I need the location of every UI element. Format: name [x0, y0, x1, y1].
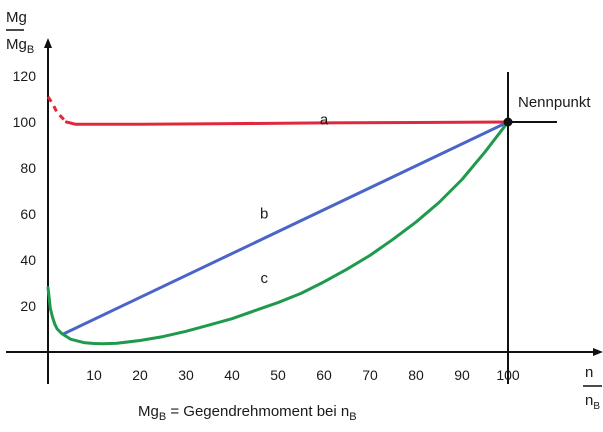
x-label-numerator: n [585, 364, 593, 381]
x-tick-label: 90 [454, 367, 470, 383]
x-axis-arrowhead [593, 348, 603, 356]
caption-symbol: Mg [138, 403, 159, 420]
x-tick-label: 30 [178, 367, 194, 383]
y-tick-label: 60 [20, 206, 36, 222]
x-tick-label: 10 [86, 367, 102, 383]
y-label-denominator: MgB [6, 36, 34, 56]
x-tick-label: 50 [270, 367, 286, 383]
series-b-label: b [260, 206, 268, 223]
y-axis-arrowhead [44, 38, 52, 48]
x-label-denominator: nB [585, 392, 600, 412]
series-layer [46, 95, 510, 346]
x-tick-labels: 10 20 30 40 50 60 70 80 90 100 [86, 367, 520, 383]
y-tick-labels: 20 40 60 80 100 120 [13, 68, 37, 314]
series-labels: a b c [260, 111, 329, 287]
caption-text: = Gegendrehmoment bei n [166, 403, 350, 420]
y-tick-label: 120 [13, 68, 37, 84]
series-a-line [64, 120, 510, 126]
series-a-dashed-start [46, 95, 68, 124]
series-b-line [62, 120, 510, 336]
y-axis-label: Mg MgB [6, 9, 34, 56]
nominal-point-annotation: Nennpunkt [518, 94, 591, 111]
axes [6, 38, 603, 384]
x-axis-label: n nB [583, 364, 602, 412]
y-tick-label: 20 [20, 298, 36, 314]
x-tick-label: 80 [408, 367, 424, 383]
y-tick-label: 40 [20, 252, 36, 268]
y-tick-label: 100 [13, 114, 37, 130]
x-tick-label: 20 [132, 367, 148, 383]
caption-symbol-sub: B [158, 411, 167, 423]
x-tick-label: 100 [496, 367, 520, 383]
caption-text-sub: B [349, 411, 357, 423]
caption: MgB = Gegendrehmoment bei nB [138, 403, 357, 423]
x-tick-label: 70 [362, 367, 378, 383]
x-tick-label: 40 [224, 367, 240, 383]
series-a-label: a [320, 111, 329, 128]
y-tick-label: 80 [20, 160, 36, 176]
x-tick-label: 60 [316, 367, 332, 383]
series-c-label: c [260, 270, 268, 287]
nominal-point-marker [503, 117, 513, 127]
series-c-line [46, 120, 510, 346]
y-label-numerator: Mg [6, 9, 27, 26]
